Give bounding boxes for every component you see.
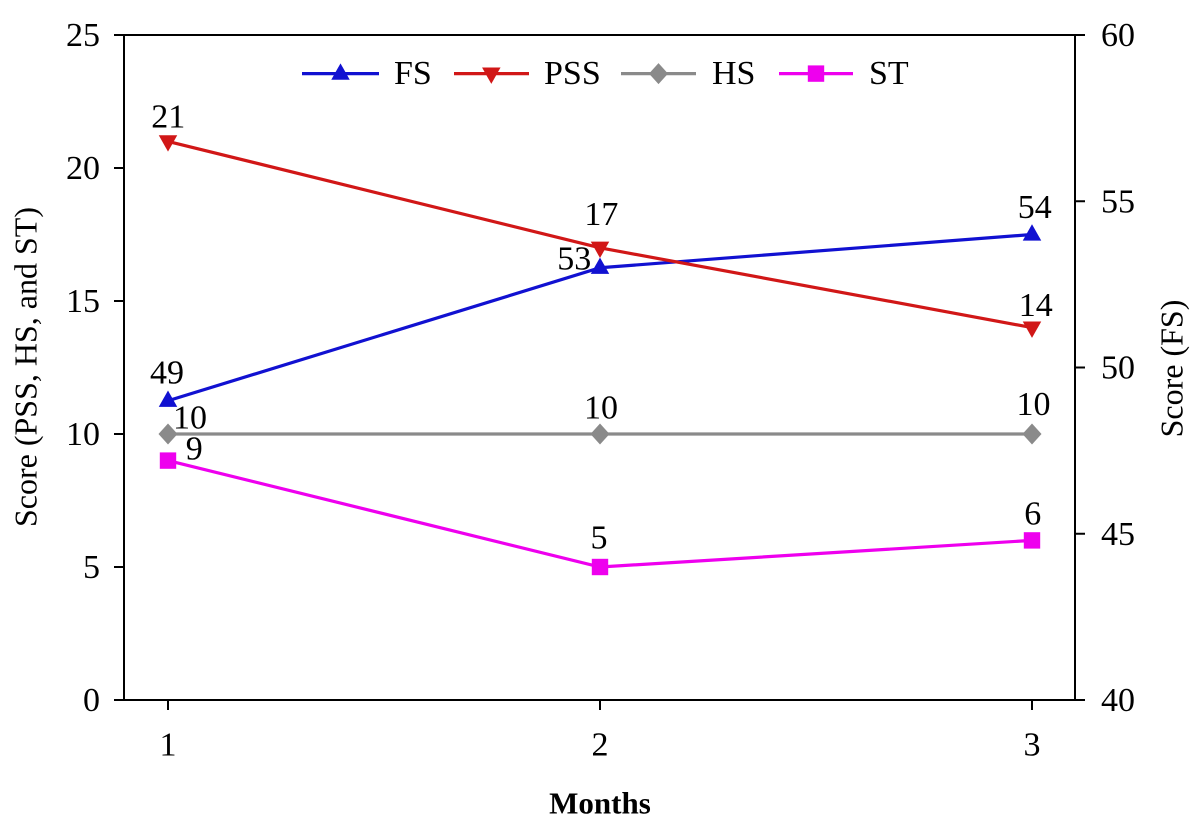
svg-text:FS: FS [394,55,432,92]
svg-text:53: 53 [557,241,591,278]
svg-text:54: 54 [1018,189,1052,226]
svg-text:14: 14 [1019,287,1053,324]
svg-text:5: 5 [591,519,608,556]
svg-text:5: 5 [83,549,100,586]
svg-text:0: 0 [83,682,100,719]
svg-text:ST: ST [869,55,909,92]
svg-text:10: 10 [66,416,100,453]
svg-text:15: 15 [66,283,100,320]
svg-text:20: 20 [66,150,100,187]
svg-text:2: 2 [592,726,609,763]
svg-text:HS: HS [712,55,755,92]
svg-text:Months: Months [549,786,651,821]
svg-text:50: 50 [1101,350,1135,387]
svg-text:21: 21 [151,99,185,136]
svg-text:10: 10 [173,400,207,437]
svg-text:6: 6 [1024,495,1041,532]
svg-text:9: 9 [186,430,203,467]
svg-text:PSS: PSS [544,55,601,92]
svg-text:Score (PSS, HS, and ST): Score (PSS, HS, and ST) [8,207,44,527]
svg-text:45: 45 [1101,516,1135,553]
svg-text:40: 40 [1101,682,1135,719]
svg-text:10: 10 [584,390,618,427]
svg-text:25: 25 [66,17,100,54]
svg-text:10: 10 [1017,386,1051,423]
svg-text:49: 49 [150,354,184,391]
svg-text:Score (FS): Score (FS) [1153,300,1189,438]
svg-text:17: 17 [584,196,618,233]
svg-text:3: 3 [1024,726,1041,763]
svg-text:60: 60 [1101,17,1135,54]
svg-text:55: 55 [1101,183,1135,220]
svg-text:1: 1 [160,726,177,763]
